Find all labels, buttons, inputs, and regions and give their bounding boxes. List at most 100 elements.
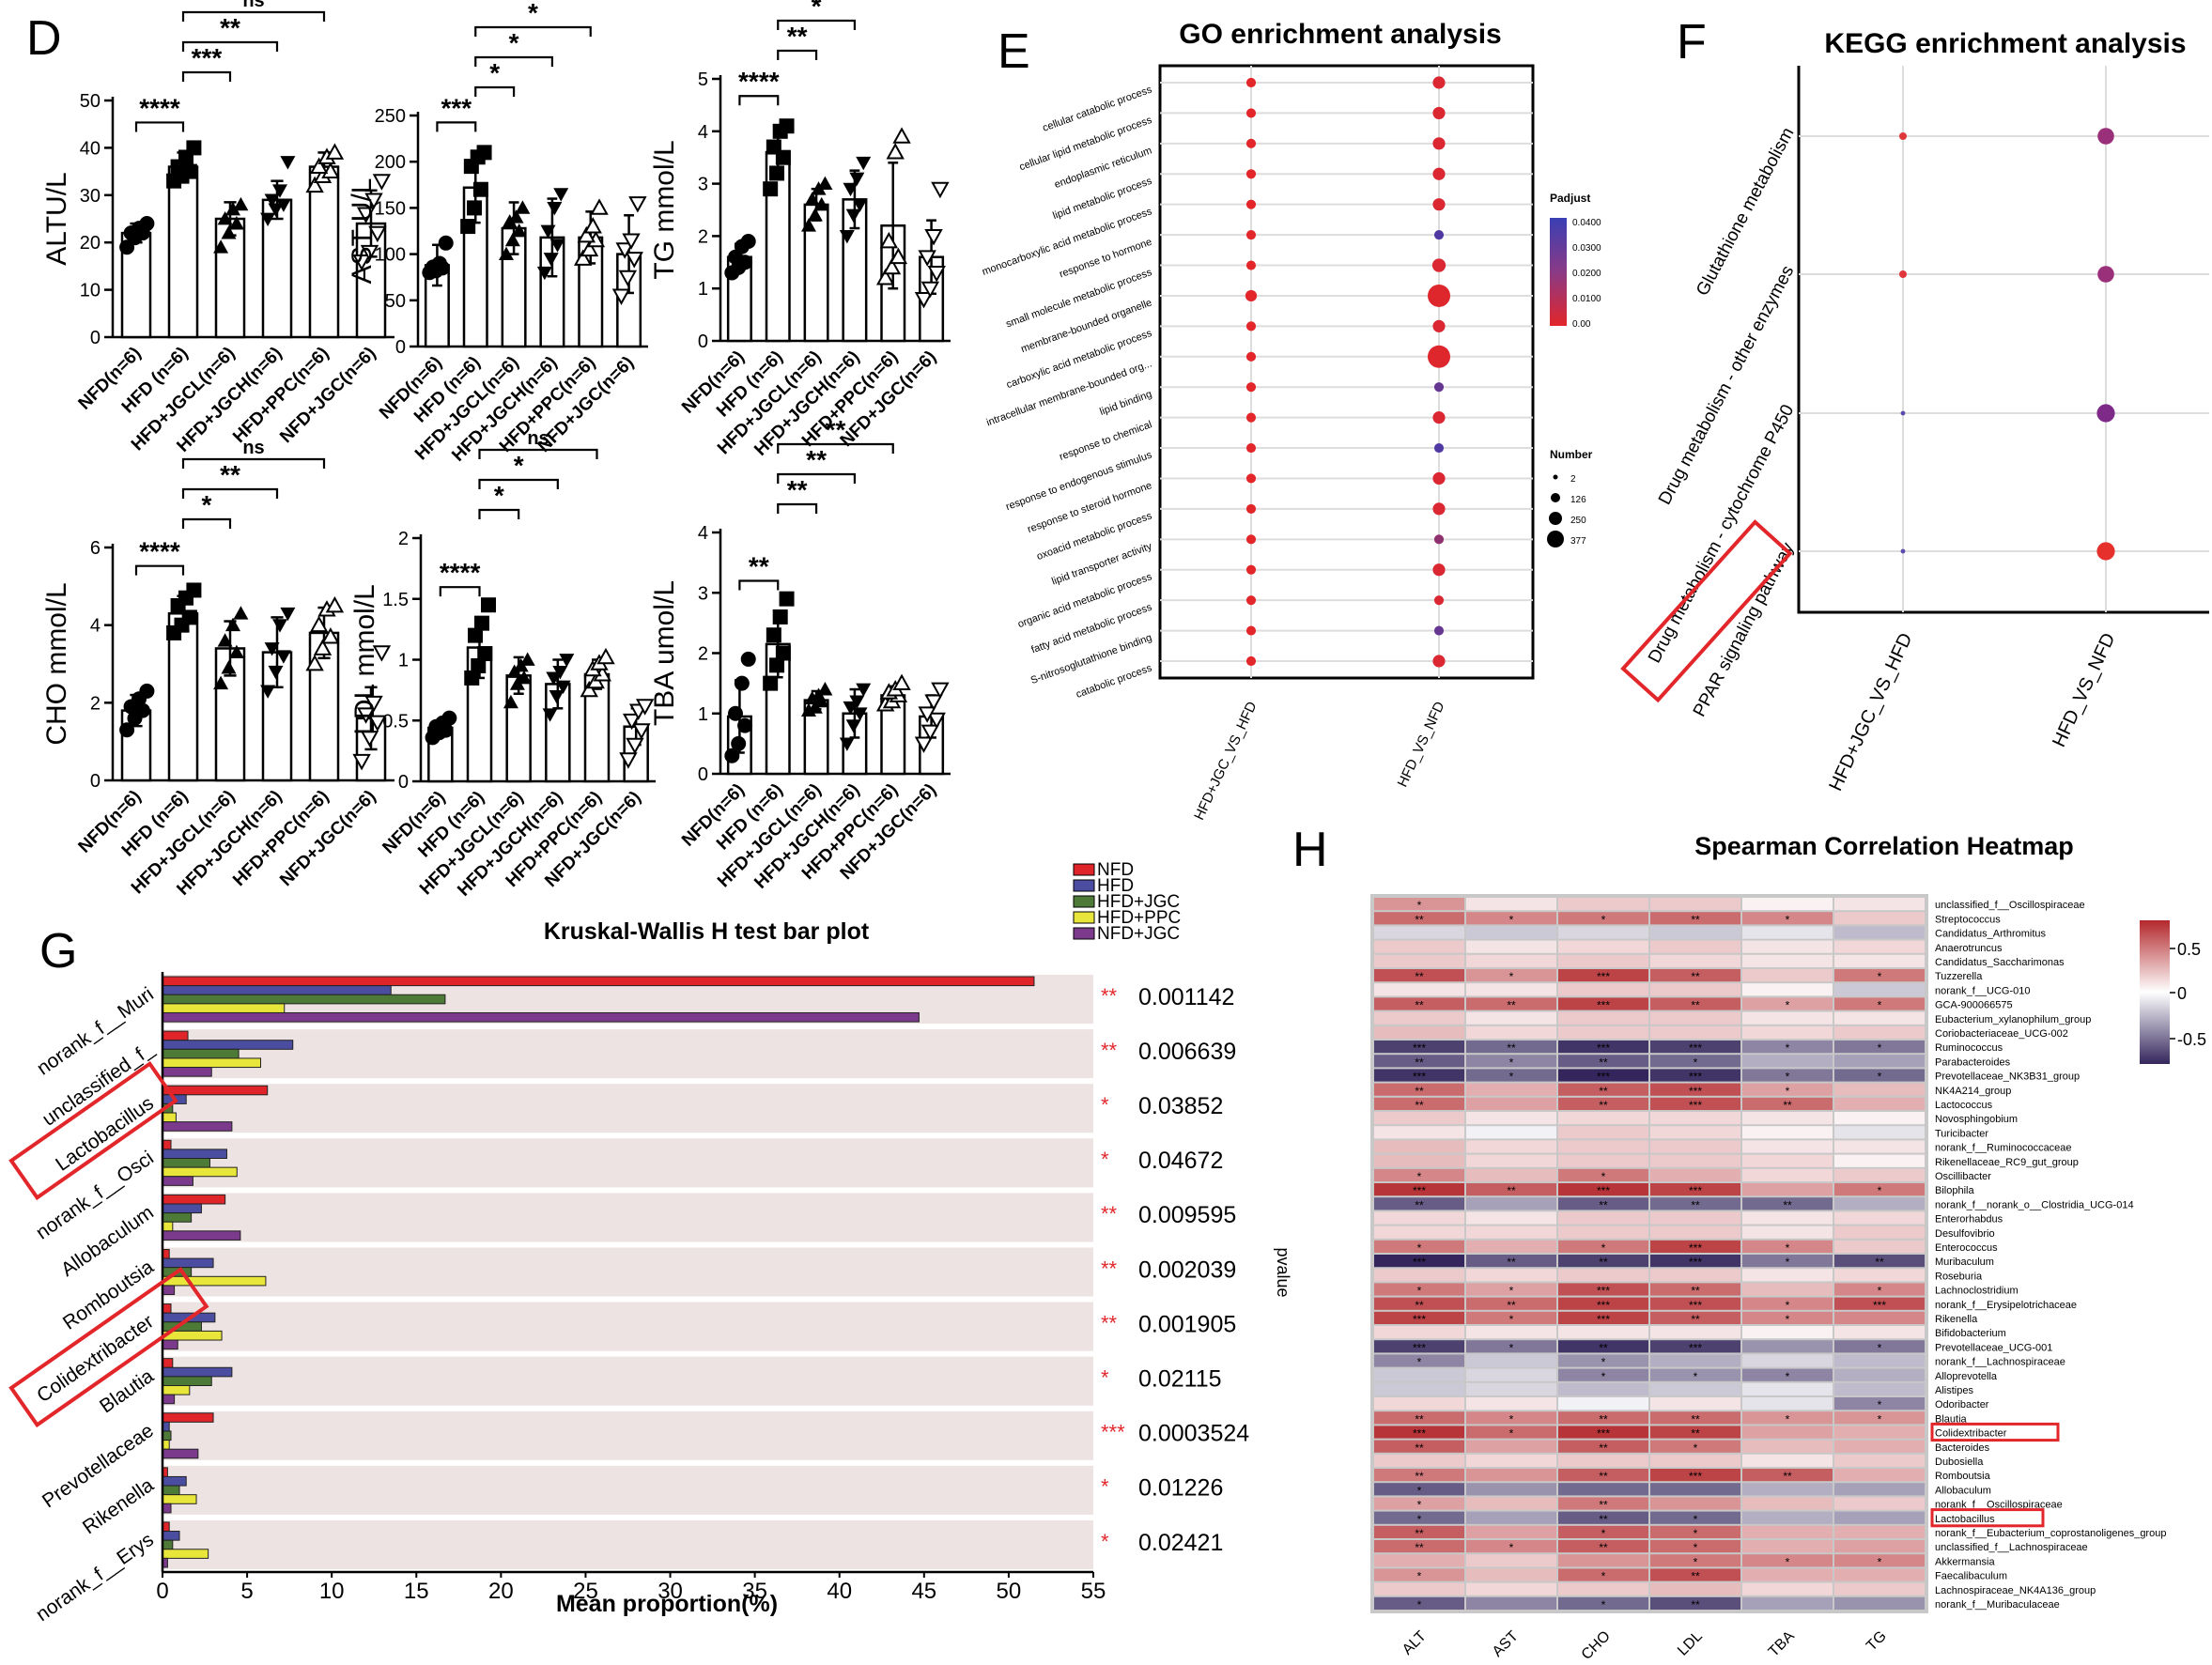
cell-significance: ** xyxy=(1507,1256,1516,1269)
data-point xyxy=(139,216,155,232)
heatmap-cell xyxy=(1466,954,1556,967)
data-point xyxy=(481,597,496,613)
heatmap-cell xyxy=(1742,1511,1833,1524)
data-point xyxy=(275,198,291,212)
row-label: unclassified_f__Lachnospiraceae xyxy=(1935,1542,2088,1553)
significance-label: **** xyxy=(738,67,780,96)
heatmap-cell xyxy=(1558,1340,1648,1353)
heatmap-cell xyxy=(1374,1297,1464,1310)
data-point xyxy=(914,736,934,753)
data-point xyxy=(580,680,598,698)
row-background xyxy=(162,1084,1093,1133)
bar xyxy=(162,1448,199,1459)
data-point xyxy=(309,157,329,174)
heatmap-cell xyxy=(1466,1582,1556,1596)
y-tick-label: 100 xyxy=(375,245,406,266)
heatmap-cell xyxy=(1374,1112,1464,1125)
heatmap-cell xyxy=(1650,969,1740,982)
x-tick-label: 25 xyxy=(573,1579,598,1604)
heatmap-cell xyxy=(1466,1226,1556,1239)
significance-bracket xyxy=(777,502,818,514)
cell-significance: * xyxy=(1878,1555,1882,1568)
heatmap-cell xyxy=(1374,1283,1464,1296)
data-point xyxy=(356,707,376,724)
heatmap-cell xyxy=(1742,1454,1833,1467)
y-tick-label: 3 xyxy=(698,583,708,604)
data-point xyxy=(734,675,750,691)
heatmap-cell xyxy=(1650,1183,1740,1196)
heatmap-cell xyxy=(1558,1226,1648,1239)
data-point xyxy=(515,200,531,214)
row-label: Odoribacter xyxy=(1935,1399,1989,1411)
row-label: Anaerotruncus xyxy=(1935,943,2003,954)
heatmap-cell xyxy=(1558,940,1648,953)
cell-significance: * xyxy=(1417,1570,1422,1583)
row-label: norank_f__Oscillospiraceae xyxy=(1935,1500,2063,1511)
significance-stars: * xyxy=(1101,1093,1109,1117)
bar xyxy=(162,1221,174,1232)
heatmap-cell xyxy=(1466,1255,1556,1268)
cell-significance: ** xyxy=(1415,1441,1424,1455)
cell-significance: * xyxy=(1786,1241,1790,1255)
row-label: Rikenellaceae_RC9_gut_group xyxy=(1935,1157,2079,1168)
heatmap-cell xyxy=(1742,1426,1833,1439)
cell-significance: ** xyxy=(1691,1570,1700,1583)
data-point xyxy=(181,609,197,625)
heatmap-cell xyxy=(1558,969,1648,982)
cell-significance: * xyxy=(1786,1085,1790,1098)
cell-significance: * xyxy=(1786,1071,1790,1084)
heatmap-cell xyxy=(1558,1112,1648,1125)
heatmap-cell xyxy=(1558,1525,1648,1538)
row-label: Faecalibaculum xyxy=(1935,1571,2007,1582)
heatmap-cell xyxy=(1558,1382,1648,1395)
data-point xyxy=(879,231,899,249)
legend-colorbar xyxy=(1550,218,1567,326)
enrichment-dot xyxy=(1428,345,1450,368)
y-tick-label: 20 xyxy=(80,233,101,254)
significance-label: ** xyxy=(220,13,240,42)
row-label: Dubosiella xyxy=(1935,1457,1984,1468)
row-label: NK4A214_group xyxy=(1935,1086,2011,1097)
row-label: Desulfovibrio xyxy=(1935,1228,1995,1240)
row-background xyxy=(162,1138,1093,1188)
heatmap-cell xyxy=(1650,997,1740,1010)
heatmap-cell xyxy=(1466,1197,1556,1210)
data-point xyxy=(472,181,488,197)
y-tick-label: 40 xyxy=(80,138,101,159)
heatmap-cell xyxy=(1650,1283,1740,1296)
bar xyxy=(162,1549,209,1559)
colorbar xyxy=(2140,920,2170,1064)
cell-significance: ** xyxy=(1507,999,1516,1012)
heatmap-cell xyxy=(1558,1326,1648,1339)
bar xyxy=(120,231,152,339)
heatmap-cell xyxy=(1742,1497,1833,1510)
heatmap-cell xyxy=(1558,1083,1648,1096)
group-label: HFD+JGC_VS_HFD xyxy=(1825,630,1916,794)
cell-significance: ** xyxy=(1783,1099,1792,1112)
enrichment-dot xyxy=(1245,169,1257,179)
heatmap-cell xyxy=(1742,1097,1833,1110)
cell-significance: * xyxy=(1509,913,1514,926)
row-label: Alloprevotella xyxy=(1935,1371,1998,1382)
heatmap-cell xyxy=(1466,1126,1556,1139)
cell-significance: *** xyxy=(1689,1256,1702,1269)
significance-bracket xyxy=(478,508,520,519)
heatmap-cell xyxy=(1742,1368,1833,1381)
data-point xyxy=(477,646,493,662)
data-point xyxy=(467,200,483,216)
enrichment-dot xyxy=(1433,382,1445,393)
row-label: Candidatus_Saccharimonas xyxy=(1935,957,2065,968)
row-label: norank_f__Eubacterium_coprostanoligenes_… xyxy=(1935,1528,2166,1539)
heatmap-cell xyxy=(1374,1069,1464,1082)
cell-significance: ** xyxy=(1415,1198,1424,1211)
cell-significance: * xyxy=(1786,1299,1790,1312)
enrichment-dot xyxy=(1245,564,1257,575)
heatmap-cell xyxy=(1742,940,1833,953)
data-point xyxy=(540,224,556,239)
cell-significance: *** xyxy=(1689,1470,1702,1483)
heatmap-cell xyxy=(1650,1140,1740,1153)
heatmap-cell xyxy=(1466,1397,1556,1411)
heatmap-cell xyxy=(1466,1011,1556,1025)
